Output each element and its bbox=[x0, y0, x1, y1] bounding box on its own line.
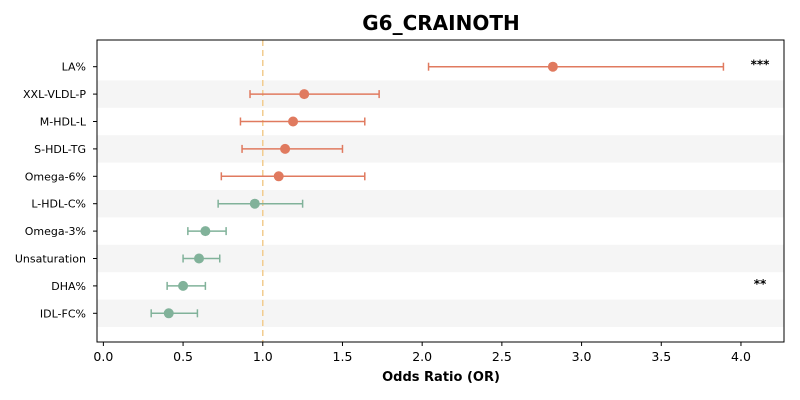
x-tick-label: 1.0 bbox=[253, 349, 273, 364]
x-axis: 0.0 0.5 1.0 1.5 2.0 2.5 3.0 3.5 4.0 bbox=[93, 342, 751, 364]
x-tick-label: 3.0 bbox=[572, 349, 592, 364]
y-tick-label: IDL-FC% bbox=[40, 307, 86, 320]
row-band bbox=[97, 80, 784, 108]
y-tick-label: DHA% bbox=[51, 280, 86, 293]
plot-frame bbox=[96, 39, 785, 343]
or-point bbox=[178, 280, 189, 291]
or-point bbox=[299, 89, 310, 100]
y-tick-label: M-HDL-L bbox=[40, 116, 87, 129]
x-tick-label: 1.5 bbox=[333, 349, 353, 364]
y-tick-label: Omega-6% bbox=[25, 170, 86, 183]
or-point bbox=[163, 308, 174, 319]
y-tick-label: Unsaturation bbox=[15, 253, 86, 266]
x-tick-label: 2.5 bbox=[492, 349, 512, 364]
data-marks: ***** bbox=[150, 58, 771, 319]
x-tick-label: 0.0 bbox=[93, 349, 113, 364]
x-axis-label: Odds Ratio (OR) bbox=[382, 370, 500, 385]
y-tick-label: L-HDL-C% bbox=[31, 198, 86, 211]
or-point bbox=[288, 116, 299, 127]
y-tick-label: XXL-VLDL-P bbox=[23, 88, 86, 101]
x-tick-label: 0.5 bbox=[173, 349, 193, 364]
chart-title: G6_CRAINOTH bbox=[362, 11, 519, 35]
or-point bbox=[194, 253, 205, 264]
row-band bbox=[97, 135, 784, 163]
x-tick-label: 3.5 bbox=[651, 349, 671, 364]
or-point bbox=[547, 61, 558, 72]
or-point bbox=[280, 143, 291, 154]
x-tick-label: 2.0 bbox=[412, 349, 432, 364]
significance-label: *** bbox=[751, 58, 771, 72]
or-point bbox=[273, 171, 284, 182]
y-tick-label: Omega-3% bbox=[25, 225, 86, 238]
x-tick-label: 4.0 bbox=[731, 349, 751, 364]
y-tick-label: LA% bbox=[62, 61, 86, 74]
or-point bbox=[200, 226, 211, 237]
or-point bbox=[249, 198, 260, 209]
y-tick-label: S-HDL-TG bbox=[34, 143, 86, 156]
y-axis-labels: LA% XXL-VLDL-P M-HDL-L S-HDL-TG Omega-6% L-HD… bbox=[15, 61, 97, 320]
row-band bbox=[97, 299, 784, 327]
significance-label: ** bbox=[754, 277, 767, 291]
row-band bbox=[97, 190, 784, 218]
row-bands bbox=[97, 80, 784, 327]
